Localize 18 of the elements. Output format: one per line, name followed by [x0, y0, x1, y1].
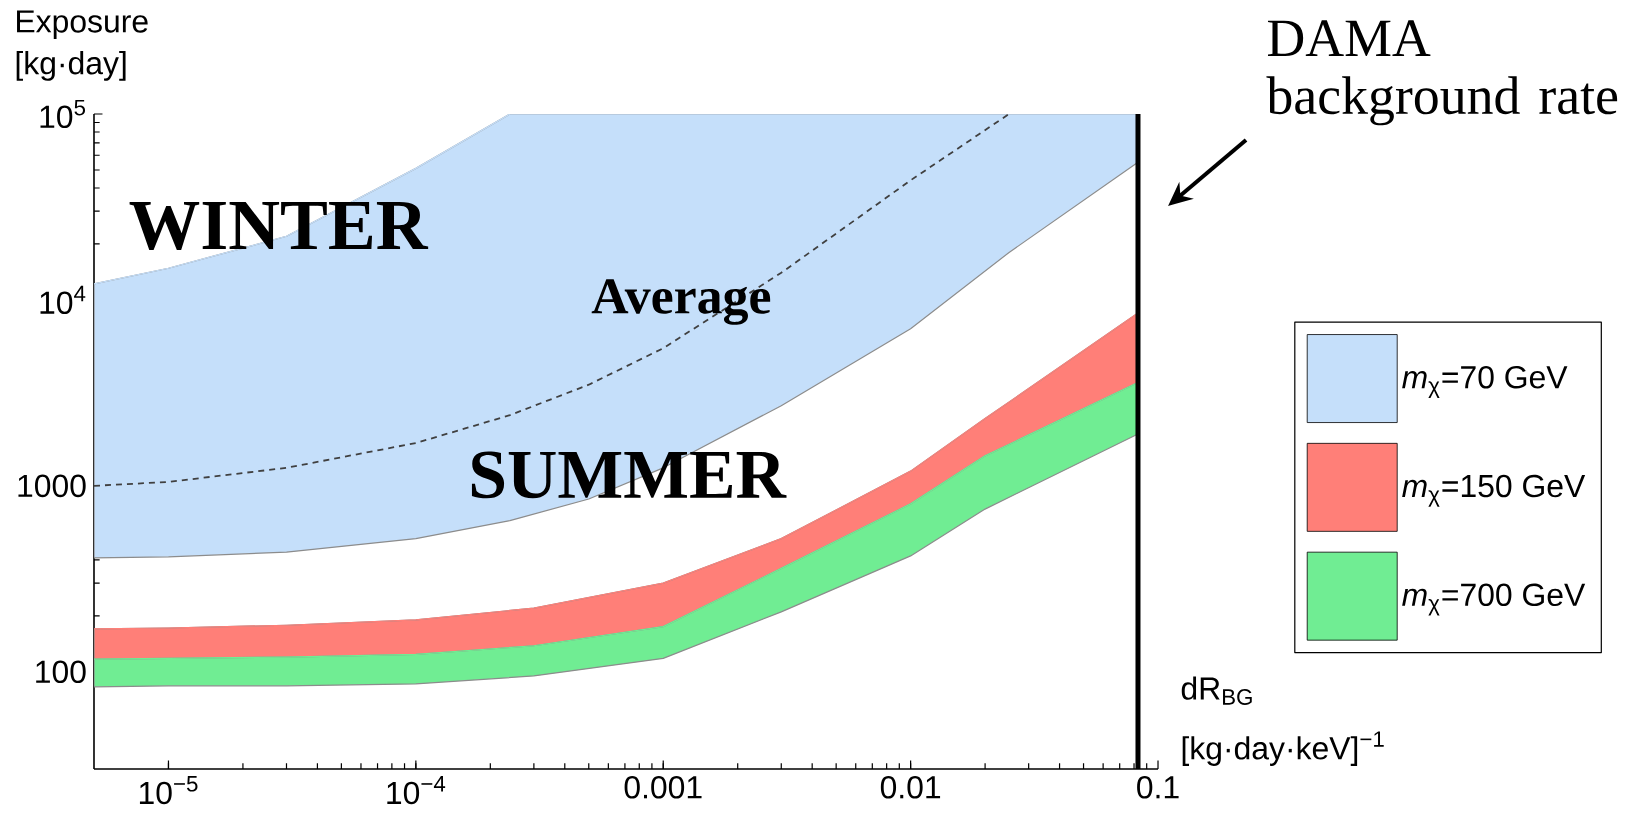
x-tick-label: 0.01	[880, 776, 941, 799]
ref-line-label: DAMA background rate	[1266, 20, 1618, 126]
text: dR$_{BG}$ [kg·day·keV]$^{−1}$	[1181, 676, 1384, 766]
x-tick-label: 0.1	[1137, 776, 1179, 799]
y-tick-label: 1000	[18, 474, 86, 498]
y-tick-label: 100	[36, 660, 86, 684]
x-tick-label: 10$^{−4}$	[387, 776, 446, 805]
annotation: SUMMER	[471, 451, 787, 499]
y-tick-label: 10$^{5}$	[40, 99, 86, 129]
text: m$_{χ}$=150 GeV	[1402, 474, 1586, 507]
text: m$_{χ}$=70 GeV	[1402, 365, 1568, 398]
x-tick-label: 0.001	[624, 776, 702, 799]
annotation: WINTER	[129, 201, 429, 251]
y-tick-label: 10$^{4}$	[40, 285, 86, 315]
annotation: Average	[591, 279, 771, 325]
x-tick-label: 10$^{−5}$	[139, 776, 198, 805]
text: m$_{χ}$=700 GeV	[1402, 583, 1586, 616]
y-axis-title: Exposure [kg·day]	[16, 10, 148, 81]
